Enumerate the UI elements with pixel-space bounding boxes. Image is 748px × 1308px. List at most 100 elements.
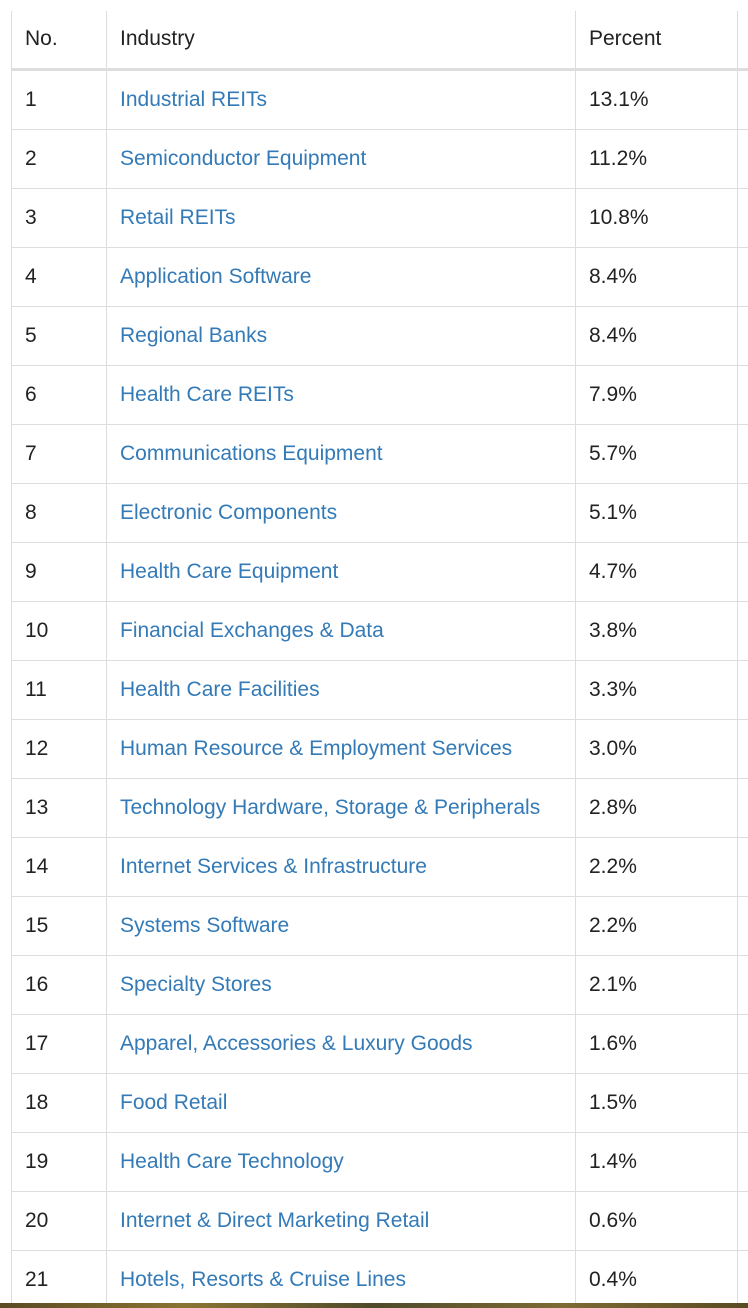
industry-link[interactable]: Financial Exchanges & Data [120, 618, 384, 642]
row-number: 4 [11, 246, 107, 307]
header-extra [737, 11, 748, 71]
row-number: 6 [11, 364, 107, 425]
industry-link[interactable]: Internet & Direct Marketing Retail [120, 1208, 430, 1232]
extra-cell [737, 246, 748, 307]
percent-cell: 10.8% [575, 187, 738, 248]
table-header: No. Industry Percent [11, 11, 748, 71]
row-number: 5 [11, 305, 107, 366]
header-percent[interactable]: Percent [575, 11, 738, 71]
row-number: 9 [11, 541, 107, 602]
industry-link[interactable]: Health Care Facilities [120, 677, 320, 701]
table-row: 18 Food Retail 1.5% [11, 1072, 748, 1133]
table-row: 3 Retail REITs 10.8% [11, 187, 748, 248]
table-row: 17 Apparel, Accessories & Luxury Goods 1.6… [11, 1013, 748, 1074]
industry-cell: Communications Equipment [106, 423, 576, 484]
row-number: 19 [11, 1131, 107, 1192]
industry-link[interactable]: Electronic Components [120, 500, 338, 524]
industry-cell: Health Care Equipment [106, 541, 576, 602]
table-row: 10 Financial Exchanges & Data 3.8% [11, 600, 748, 661]
table-row: 21 Hotels, Resorts & Cruise Lines 0.4% [11, 1249, 748, 1308]
row-number: 2 [11, 128, 107, 189]
industry-link[interactable]: Semiconductor Equipment [120, 146, 367, 170]
table-row: 8 Electronic Components 5.1% [11, 482, 748, 543]
industry-link[interactable]: Communications Equipment [120, 441, 383, 465]
row-number: 8 [11, 482, 107, 543]
table-row: 7 Communications Equipment 5.7% [11, 423, 748, 484]
row-number: 14 [11, 836, 107, 897]
row-number: 11 [11, 659, 107, 720]
percent-cell: 0.4% [575, 1249, 738, 1308]
percent-cell: 7.9% [575, 364, 738, 425]
table-row: 14 Internet Services & Infrastructure 2.2% [11, 836, 748, 897]
percent-cell: 4.7% [575, 541, 738, 602]
table-row: 9 Health Care Equipment 4.7% [11, 541, 748, 602]
industry-cell: Technology Hardware, Storage & Periphera… [106, 777, 576, 838]
industry-cell: Financial Exchanges & Data [106, 600, 576, 661]
industry-link[interactable]: Apparel, Accessories & Luxury Goods [120, 1031, 473, 1055]
percent-cell: 5.7% [575, 423, 738, 484]
industry-cell: Internet & Direct Marketing Retail [106, 1190, 576, 1251]
table-row: 1 Industrial REITs 13.1% [11, 68, 748, 130]
row-number: 17 [11, 1013, 107, 1074]
row-number: 15 [11, 895, 107, 956]
extra-cell [737, 364, 748, 425]
row-number: 21 [11, 1249, 107, 1308]
industry-link[interactable]: Systems Software [120, 913, 290, 937]
percent-cell: 2.8% [575, 777, 738, 838]
industry-link[interactable]: Human Resource & Employment Services [120, 736, 513, 760]
industry-link[interactable]: Application Software [120, 264, 312, 288]
industry-cell: Electronic Components [106, 482, 576, 543]
percent-cell: 11.2% [575, 128, 738, 189]
industry-cell: Systems Software [106, 895, 576, 956]
industry-link[interactable]: Specialty Stores [120, 972, 272, 996]
percent-cell: 2.2% [575, 895, 738, 956]
row-number: 7 [11, 423, 107, 484]
header-no[interactable]: No. [11, 11, 107, 71]
extra-cell [737, 836, 748, 897]
table-row: 11 Health Care Facilities 3.3% [11, 659, 748, 720]
industry-cell: Industrial REITs [106, 68, 576, 130]
table-row: 13 Technology Hardware, Storage & Periphe… [11, 777, 748, 838]
industry-link[interactable]: Health Care Technology [120, 1149, 344, 1173]
extra-cell [737, 128, 748, 189]
header-industry[interactable]: Industry [106, 11, 576, 71]
industry-link[interactable]: Health Care Equipment [120, 559, 339, 583]
industry-table-container: No. Industry Percent 1 Industrial REITs 13… [11, 11, 748, 1308]
percent-cell: 3.8% [575, 600, 738, 661]
extra-cell [737, 541, 748, 602]
extra-cell [737, 187, 748, 248]
extra-cell [737, 600, 748, 661]
header-row: No. Industry Percent [11, 11, 748, 71]
table-row: 6 Health Care REITs 7.9% [11, 364, 748, 425]
percent-cell: 3.3% [575, 659, 738, 720]
industry-link[interactable]: Internet Services & Infrastructure [120, 854, 427, 878]
row-number: 10 [11, 600, 107, 661]
extra-cell [737, 68, 748, 130]
percent-cell: 1.5% [575, 1072, 738, 1133]
industry-link[interactable]: Hotels, Resorts & Cruise Lines [120, 1267, 406, 1291]
industry-link[interactable]: Food Retail [120, 1090, 228, 1114]
extra-cell [737, 1190, 748, 1251]
industry-cell: Human Resource & Employment Services [106, 718, 576, 779]
table-row: 2 Semiconductor Equipment 11.2% [11, 128, 748, 189]
industry-link[interactable]: Technology Hardware, Storage & Periphera… [120, 795, 541, 819]
row-number: 12 [11, 718, 107, 779]
industry-cell: Apparel, Accessories & Luxury Goods [106, 1013, 576, 1074]
industry-link[interactable]: Health Care REITs [120, 382, 294, 406]
industry-link[interactable]: Retail REITs [120, 205, 236, 229]
extra-cell [737, 1013, 748, 1074]
industry-cell: Health Care REITs [106, 364, 576, 425]
table-row: 15 Systems Software 2.2% [11, 895, 748, 956]
extra-cell [737, 954, 748, 1015]
table-row: 19 Health Care Technology 1.4% [11, 1131, 748, 1192]
industry-link[interactable]: Regional Banks [120, 323, 268, 347]
extra-cell [737, 1072, 748, 1133]
row-number: 20 [11, 1190, 107, 1251]
industry-link[interactable]: Industrial REITs [120, 87, 268, 111]
industry-cell: Application Software [106, 246, 576, 307]
table-row: 12 Human Resource & Employment Services 3.… [11, 718, 748, 779]
percent-cell: 13.1% [575, 68, 738, 130]
extra-cell [737, 1249, 748, 1308]
industry-cell: Health Care Facilities [106, 659, 576, 720]
percent-cell: 8.4% [575, 305, 738, 366]
